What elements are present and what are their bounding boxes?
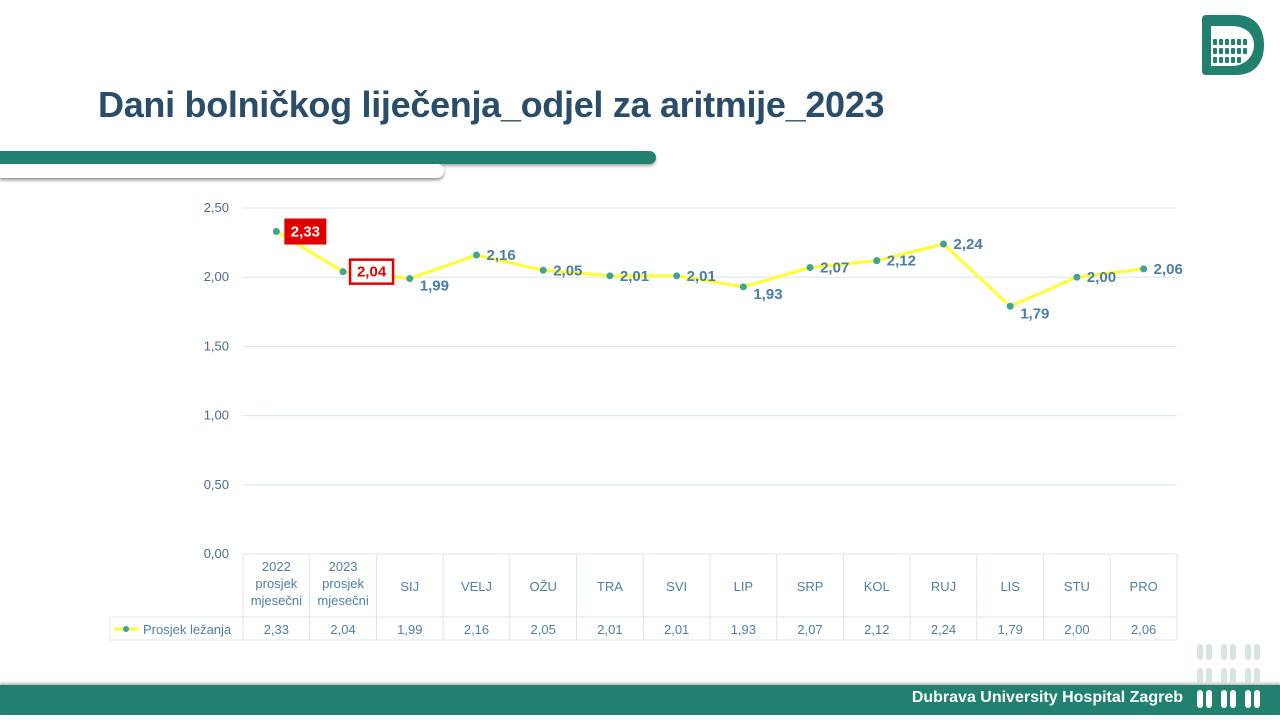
y-tick-label: 1,50 [204, 338, 229, 353]
x-category-label: 2023 [329, 559, 358, 574]
data-point [539, 266, 547, 274]
data-label: 2,33 [291, 224, 320, 241]
x-category-label: KOL [864, 579, 890, 594]
y-tick-label: 2,00 [204, 269, 229, 284]
data-point [739, 283, 747, 291]
data-point [1140, 265, 1148, 273]
data-label-highlight-box [348, 258, 395, 285]
data-label: 2,04 [357, 264, 387, 281]
x-category-label: TRA [597, 579, 623, 594]
x-category-label: LIP [734, 579, 754, 594]
x-category-label: 2022 [262, 559, 291, 574]
data-label: 2,01 [687, 268, 716, 285]
series-line-prosjek-lezanja [275, 230, 1144, 308]
hospital-logo-icon [1202, 15, 1264, 75]
data-point [1006, 302, 1014, 310]
data-point [473, 251, 480, 259]
data-label: 1,79 [1020, 305, 1049, 322]
x-category-label: prosjek [322, 576, 364, 591]
table-value-cell: 2,05 [531, 622, 556, 637]
table-value-cell: 2,04 [330, 622, 355, 637]
table-value-cell: 2,33 [264, 622, 289, 637]
data-label: 1,99 [420, 278, 449, 295]
x-category-label: PRO [1130, 579, 1158, 594]
title-underline-white [0, 164, 444, 178]
slide-title: Dani bolničkog liječenja_odjel za aritmi… [98, 84, 885, 125]
title-underline-teal [0, 151, 656, 164]
data-point [873, 257, 881, 265]
decorative-pills-icon [1197, 644, 1260, 708]
y-tick-label: 1,00 [204, 408, 229, 423]
data-point [606, 272, 614, 280]
table-value-cell: 2,01 [597, 622, 622, 637]
x-category-label: RUJ [931, 579, 956, 594]
legend-series-name: Prosjek ležanja [143, 622, 232, 637]
table-value-cell: 1,99 [397, 622, 422, 637]
footer-text: Dubrava University Hospital Zagreb [911, 689, 1183, 706]
data-point [673, 272, 681, 280]
data-label: 2,24 [954, 236, 984, 253]
x-category-label: OŽU [529, 579, 556, 594]
data-label: 1,93 [753, 286, 782, 303]
data-label: 2,07 [820, 260, 849, 277]
y-tick-label: 0,50 [204, 477, 229, 492]
data-point [406, 275, 414, 283]
y-tick-label: 0,00 [204, 546, 229, 561]
x-category-label: mjesečni [251, 593, 302, 608]
x-category-label: SIJ [400, 579, 419, 594]
table-value-cell: 1,79 [998, 622, 1023, 637]
table-value-cell: 2,12 [864, 622, 889, 637]
data-point [272, 228, 280, 236]
table-value-cell: 2,24 [931, 622, 956, 637]
data-point [806, 264, 814, 272]
table-value-cell: 2,01 [664, 622, 689, 637]
data-point [339, 268, 347, 276]
data-label: 2,05 [553, 262, 582, 279]
x-category-label: prosjek [255, 576, 297, 591]
footer-bar [0, 685, 1280, 715]
table-value-cell: 2,00 [1064, 622, 1089, 637]
data-point [940, 240, 947, 248]
x-category-label: LIS [1000, 579, 1020, 594]
x-category-label: SVI [666, 579, 687, 594]
data-point [1073, 273, 1081, 281]
data-label: 2,06 [1154, 261, 1183, 278]
data-label: 2,00 [1087, 269, 1116, 286]
table-value-cell: 2,06 [1131, 622, 1156, 637]
y-tick-label: 2,50 [204, 200, 229, 215]
x-category-label: STU [1064, 579, 1090, 594]
x-category-label: mjesečni [317, 593, 368, 608]
data-label: 2,12 [887, 253, 916, 270]
data-label: 2,16 [487, 247, 516, 264]
legend-marker-key [123, 626, 129, 632]
x-category-label: VELJ [461, 579, 492, 594]
table-value-cell: 2,16 [464, 622, 489, 637]
data-label-highlight-box [284, 218, 327, 245]
x-category-label: SRP [797, 579, 824, 594]
table-value-cell: 2,07 [797, 622, 822, 637]
data-label: 2,01 [620, 268, 649, 285]
table-value-cell: 1,93 [731, 622, 756, 637]
